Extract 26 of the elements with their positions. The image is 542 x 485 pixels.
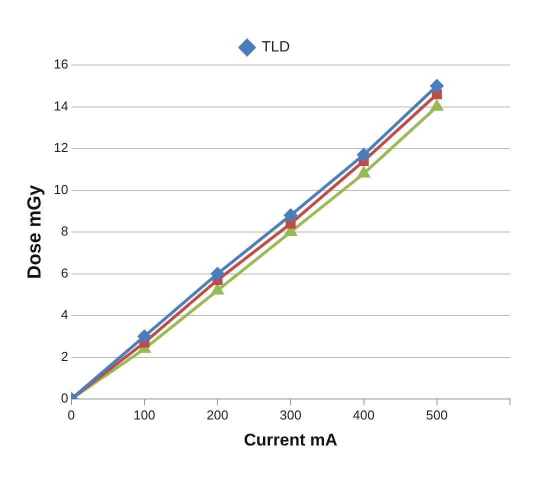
y-tick-label: 2 (61, 348, 68, 364)
legend-label: TLD (262, 38, 290, 56)
x-tick-label: 300 (280, 407, 302, 422)
point (430, 79, 444, 92)
y-axis-title: Dose mGy (24, 184, 46, 279)
x-tick-label: 400 (352, 407, 375, 422)
point (432, 89, 442, 100)
point (211, 267, 224, 280)
point (431, 100, 443, 111)
y-tick-label: 10 (54, 182, 68, 197)
point (357, 148, 370, 162)
point (284, 208, 298, 222)
point (212, 284, 224, 294)
y-tick-label: 8 (61, 224, 68, 239)
y-tick-label: 12 (54, 140, 68, 156)
x-tick-label: 200 (206, 407, 228, 422)
y-tick-label: 4 (61, 307, 68, 322)
y-tick-label: 16 (54, 56, 68, 72)
y-tick-label: 6 (61, 265, 68, 280)
point (358, 167, 370, 178)
x-axis-title: Current mA (244, 430, 338, 450)
y-tick-label: 0 (61, 390, 68, 406)
y-tick-label: 14 (54, 98, 68, 114)
point (138, 330, 151, 343)
x-tick-label: 500 (426, 407, 448, 422)
x-tick-label: 100 (134, 407, 156, 422)
